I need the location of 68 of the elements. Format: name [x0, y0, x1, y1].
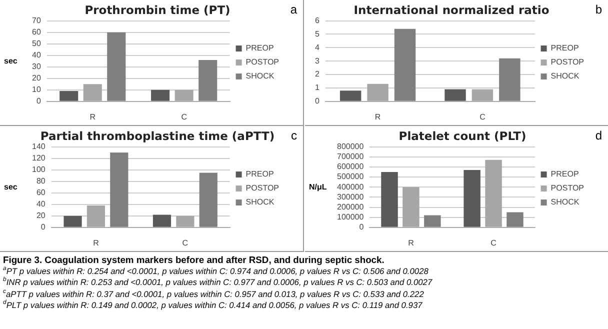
y-tick-label: 80 [36, 176, 46, 186]
y-tick-label: 6 [314, 16, 320, 26]
y-tick-label: 70 [32, 16, 42, 26]
y-tick-label: 60 [36, 188, 46, 198]
legend-label: POSTOP [246, 184, 280, 193]
x-tick-label: R [374, 112, 381, 122]
legend-label: SHOCK [550, 72, 580, 81]
y-tick-label: 100000 [336, 212, 364, 222]
y-tick-label: 800000 [336, 142, 364, 152]
legend-label: POSTOP [550, 58, 584, 67]
y-tick-label: 3 [314, 56, 320, 66]
y-tick-label: 30 [32, 62, 42, 72]
y-tick-label: 5 [314, 29, 320, 38]
x-tick-label: R [93, 238, 100, 248]
text: $^{a}$PT p values within R: 0.254 and <0.0001, p values within C: 0.974 and 0.0006, p values R vs C: 0.506 and 0.0028 [3, 266, 430, 276]
legend-label: PREOP [550, 44, 579, 53]
y-tick-label: 500000 [336, 172, 364, 182]
legend-label: SHOCK [550, 198, 580, 207]
y-tick-label: 200000 [336, 202, 364, 212]
text: $^{d}$PLT p values within R: 0.149 and 0.0002, p values within C: 0.414 and 0.0056, p values R vs C: 0.119 and 0.937 [3, 300, 424, 312]
y-tick-label: 600000 [336, 162, 364, 172]
text: Figure 3. Coagulation system markers before and after RSD, and during septic shock. [3, 254, 386, 266]
y-tick-label: 10 [32, 85, 42, 94]
y-tick-label: 1 [314, 83, 320, 92]
y-tick-label: 50 [32, 39, 42, 48]
x-tick-label: C [182, 238, 188, 248]
y-tick-label: 40 [32, 50, 42, 60]
y-tick-label: 4 [314, 42, 320, 52]
chart-title: Partial thromboplastine time (aPTT) [40, 128, 275, 143]
chart-title: International normalized ratio [354, 2, 550, 17]
y-tick-label: 300000 [336, 192, 364, 202]
y-tick-label: 140 [32, 142, 46, 152]
y-tick-label: 40 [36, 200, 46, 209]
text: c [291, 128, 297, 142]
x-tick-label: R [90, 112, 96, 122]
legend-label: POSTOP [550, 184, 584, 193]
x-tick-label: C [480, 112, 486, 122]
legend-label: PREOP [246, 44, 274, 53]
chart-title: Platelet count (PLT) [398, 128, 526, 143]
y-axis-title: sec [4, 182, 18, 192]
y-tick-label: 100 [32, 165, 46, 174]
x-tick-label: C [490, 238, 497, 248]
y-axis-title: sec [4, 56, 18, 66]
y-tick-label: 0 [36, 96, 42, 106]
x-tick-label: C [181, 112, 188, 122]
y-tick-label: 0 [314, 96, 320, 106]
x-tick-label: R [408, 238, 414, 248]
y-tick-label: 20 [36, 211, 46, 220]
y-tick-label: 2 [314, 70, 320, 79]
legend-label: SHOCK [246, 72, 275, 81]
y-tick-label: 20 [32, 74, 42, 83]
y-axis-title: N/μL [309, 182, 327, 192]
legend-label: SHOCK [246, 198, 275, 207]
text: b [595, 2, 602, 16]
y-tick-label: 0 [359, 222, 364, 232]
y-tick-label: 0 [40, 222, 46, 232]
y-tick-label: 400000 [336, 182, 364, 192]
legend-label: PREOP [550, 170, 579, 179]
y-tick-label: 120 [32, 154, 46, 163]
text: $^{b}$INR p values within R: 0.253 and <0.0001, p values within C: 0.977 and 0.0006, p values R vs C: 0.503 and 0.0027 [3, 277, 434, 289]
text: a [290, 2, 298, 16]
y-tick-label: 60 [32, 28, 42, 37]
y-tick-label: 700000 [336, 152, 364, 162]
legend-label: PREOP [246, 170, 274, 179]
text: d [595, 128, 602, 142]
text: $^{c}$aPTT p values within R: 0.37 and <0.0001, p values within C: 0.957 and 0.013, p values R vs C: 0.533 and 0.222 [3, 288, 425, 300]
chart-title: Prothrombin time (PT) [84, 2, 230, 17]
legend-label: POSTOP [246, 58, 280, 67]
